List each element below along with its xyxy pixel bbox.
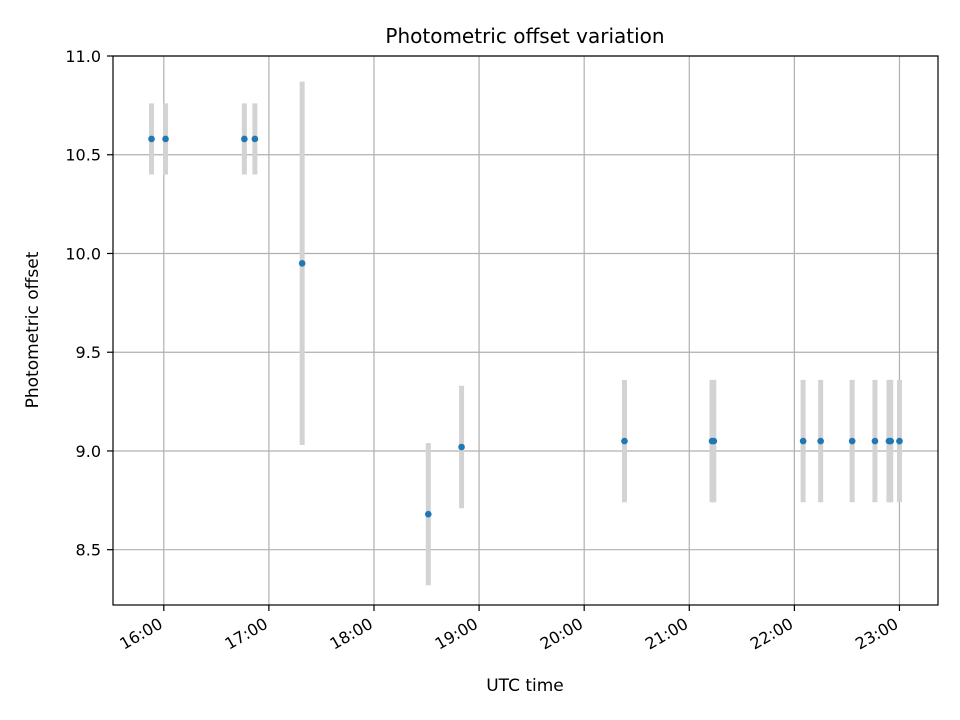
- data-point: [298, 260, 306, 267]
- plot-frame: [112, 55, 939, 606]
- x-axis: 16:00 17:00 18:00 19:00 20:00 21:00 22:00 23:00: [116, 605, 901, 654]
- data-point: [871, 437, 879, 445]
- x-tick-label: 17:00: [221, 614, 270, 654]
- data-point: [887, 437, 895, 445]
- data-points: [148, 135, 903, 518]
- data-point: [621, 437, 628, 445]
- data-point: [799, 437, 807, 445]
- chart-title: Photometric offset variation: [385, 24, 664, 48]
- data-point: [896, 437, 903, 445]
- x-tick-label: 20:00: [537, 614, 586, 654]
- x-tick-label: 21:00: [642, 614, 691, 654]
- data-point: [817, 437, 824, 445]
- data-point: [162, 135, 169, 143]
- data-point: [148, 135, 155, 143]
- x-tick-label: 18:00: [327, 614, 376, 654]
- data-point: [710, 437, 718, 445]
- error-bars: [149, 81, 902, 586]
- data-point: [251, 135, 259, 143]
- y-tick-label: 10.5: [65, 146, 101, 165]
- x-tick-label: 22:00: [747, 614, 796, 654]
- x-tick-label: 16:00: [116, 614, 165, 654]
- y-tick-label: 11.0: [65, 47, 101, 66]
- y-tick-label: 9.0: [76, 442, 101, 461]
- data-point: [424, 510, 432, 518]
- y-axis-label: Photometric offset: [23, 251, 43, 408]
- data-point: [848, 437, 856, 445]
- y-axis: 8.5 9.0 9.5 10.0 10.5 11.0: [65, 47, 113, 560]
- data-point: [241, 135, 248, 143]
- y-tick-label: 10.0: [65, 244, 101, 263]
- y-tick-label: 8.5: [76, 541, 101, 560]
- x-tick-label: 23:00: [852, 614, 901, 654]
- x-tick-label: 19:00: [432, 614, 481, 654]
- data-point: [458, 443, 465, 451]
- grid-lines: [113, 55, 938, 605]
- y-tick-label: 9.5: [76, 343, 101, 362]
- x-axis-label: UTC time: [486, 676, 564, 696]
